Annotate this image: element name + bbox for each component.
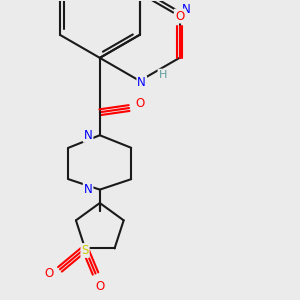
Text: O: O (95, 280, 104, 292)
Text: S: S (81, 244, 89, 257)
Text: N: N (182, 3, 190, 16)
Text: H: H (158, 70, 167, 80)
Text: O: O (135, 98, 144, 110)
Text: N: N (137, 76, 146, 89)
Text: N: N (84, 129, 92, 142)
Text: O: O (45, 267, 54, 280)
Text: O: O (175, 10, 184, 22)
Text: N: N (84, 183, 92, 196)
